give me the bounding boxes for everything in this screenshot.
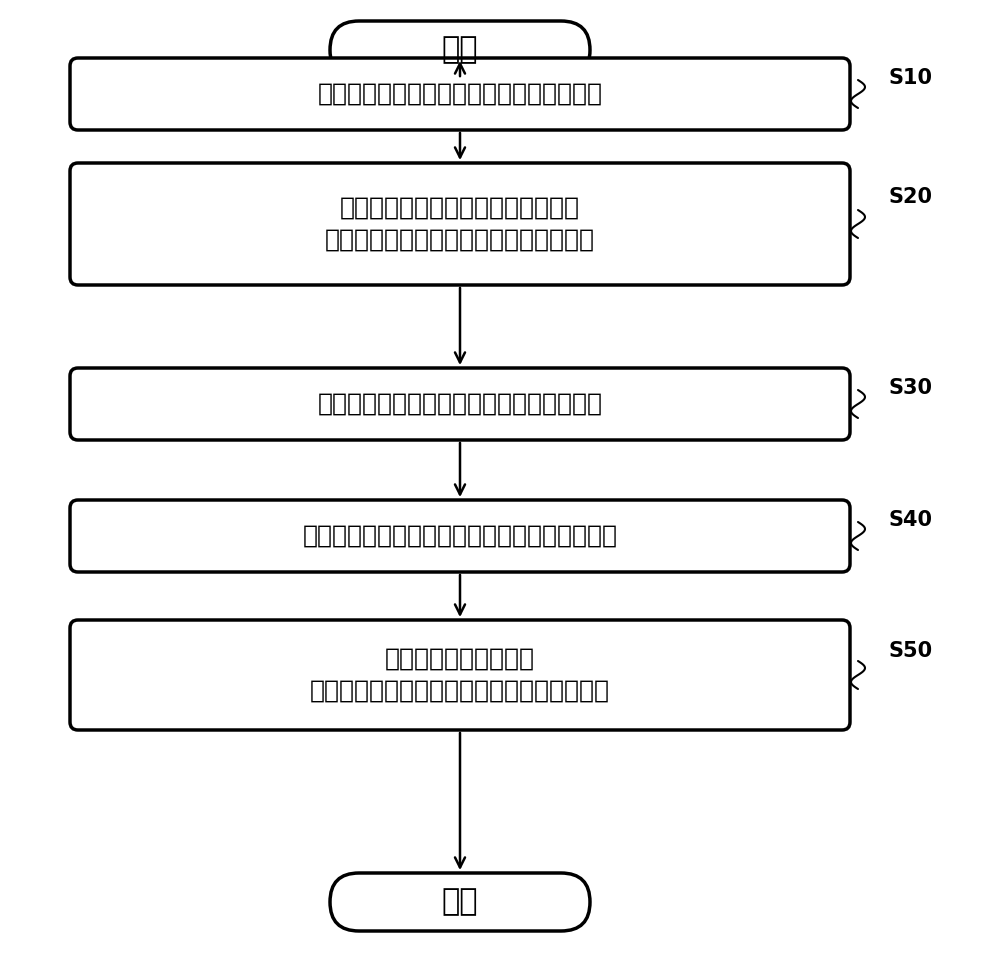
Text: 通过输入单元输入关于防盗模式激活的信息: 通过输入单元输入关于防盗模式激活的信息 [317, 82, 602, 106]
Text: 一旦接收到分离信号，则输出警示音和警示光: 一旦接收到分离信号，则输出警示音和警示光 [310, 679, 610, 703]
Text: 在不满足解锁条件时，: 在不满足解锁条件时， [385, 647, 535, 671]
FancyBboxPatch shape [70, 163, 850, 285]
Text: 结束: 结束 [442, 887, 478, 917]
Text: 通过与智能锁匙的通信确定充电插头的解锁条件: 通过与智能锁匙的通信确定充电插头的解锁条件 [302, 524, 618, 548]
Text: 开始: 开始 [442, 36, 478, 64]
FancyBboxPatch shape [330, 873, 590, 931]
FancyBboxPatch shape [70, 500, 850, 572]
FancyBboxPatch shape [70, 58, 850, 130]
FancyBboxPatch shape [70, 620, 850, 730]
Text: 插座与充电连接器的充电插头之间的连接: 插座与充电连接器的充电插头之间的连接 [325, 228, 595, 252]
Text: S50: S50 [888, 641, 932, 660]
Text: 一旦激活了防盗模式，则检查在车辆: 一旦激活了防盗模式，则检查在车辆 [340, 196, 580, 220]
Text: S20: S20 [888, 187, 932, 207]
FancyBboxPatch shape [330, 21, 590, 79]
Text: 一旦开始充电，则锁闭车辆插座与充电插头: 一旦开始充电，则锁闭车辆插座与充电插头 [317, 392, 602, 416]
Text: S40: S40 [888, 510, 932, 530]
FancyBboxPatch shape [70, 368, 850, 440]
Text: S30: S30 [888, 378, 932, 398]
Text: S10: S10 [888, 68, 932, 88]
